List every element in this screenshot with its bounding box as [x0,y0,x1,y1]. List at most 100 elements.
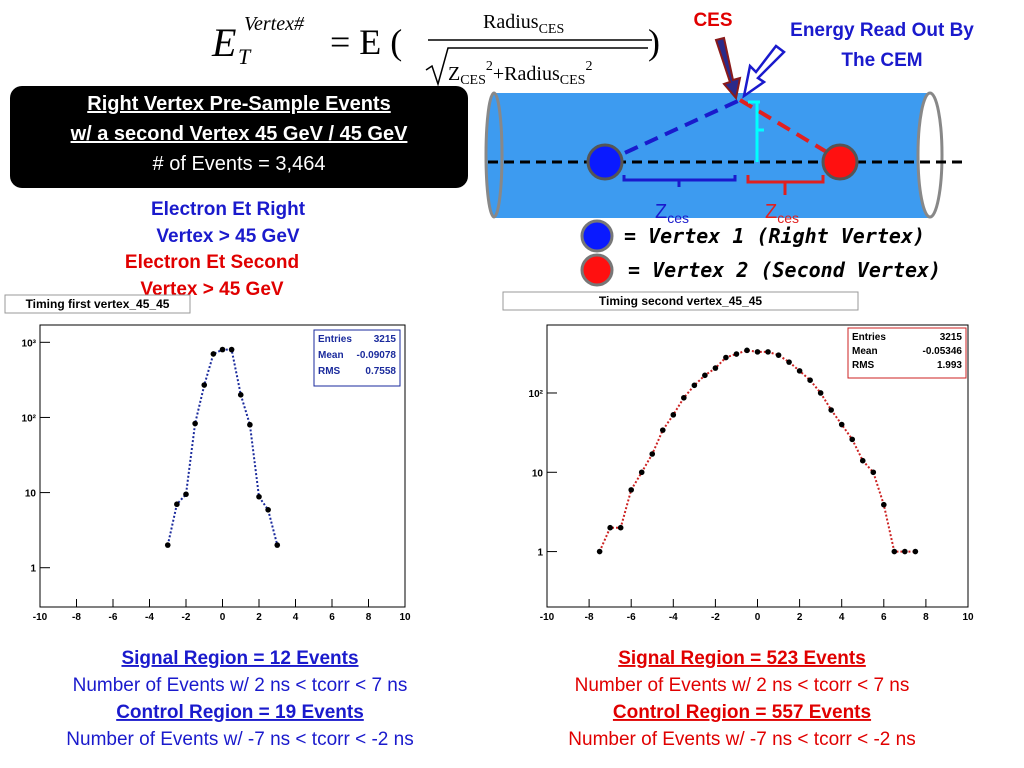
legend-text: = Vertex 1 (Right Vertex) [624,224,925,248]
x-tick-label: 6 [329,612,335,623]
y-tick-label: 1 [537,548,543,559]
formula-sub: T [238,44,252,69]
y-tick-label: 10² [22,413,37,424]
data-point [670,412,677,418]
data-point [265,506,271,513]
data-point [596,548,603,555]
data-point [649,451,656,457]
data-point [849,436,856,443]
data-point [796,368,803,374]
formula-r-sub: CES [560,73,586,88]
ces-arrow [714,36,742,101]
formula: E T Vertex# = E ( RadiusCES ZCES2+Radius… [211,11,660,88]
cem-arrow [742,44,786,99]
sqrt-sign [425,47,648,87]
data-point [912,548,919,555]
x-tick-label: 0 [220,612,226,623]
box-line: Right Vertex Pre-Sample Events [87,93,390,115]
x-tick-label: 2 [797,612,803,623]
stats-value: -0.09078 [357,350,397,361]
data-point [237,392,244,398]
data-point [723,354,729,361]
cut-text: Electron Et Right [151,199,306,220]
vertex-2 [821,143,859,181]
formula-z: Z [448,63,460,85]
vertex-1 [586,143,624,181]
formula-num-main: Radius [483,11,539,33]
y-tick-label: 10 [25,489,37,500]
x-tick-label: 10 [962,612,974,623]
x-tick-label: 0 [755,612,761,623]
note: Signal Region = 523 Events [618,648,866,669]
formula-num: RadiusCES [483,11,564,37]
formula-plus: +Radius [493,63,560,85]
formula-z-sub: CES [460,73,486,88]
stats-label: Mean [318,350,344,361]
data-point [183,491,189,498]
legend-text: = Vertex 2 (Second Vertex) [628,258,941,282]
x-tick-label: 10 [399,612,411,623]
title-box [502,291,859,311]
data-point [838,421,845,428]
data-point [817,390,824,396]
title-box [4,294,191,314]
box-line: # of Events = 3,464 [153,153,326,175]
data-point [274,542,281,548]
formula-z-sup: 2 [486,59,493,74]
stats-box [313,329,401,387]
x-tick-label: 8 [923,612,929,623]
data-point [628,487,634,493]
stats-label: RMS [318,366,341,377]
chart-title: Timing first vertex_45_45 [26,297,170,311]
data-point [902,548,908,555]
x-tick-label: -10 [33,612,48,623]
stats-value: -0.05346 [923,346,963,357]
bracket [746,175,825,195]
formula-e: E [211,20,236,65]
data-point [681,394,687,401]
bracket [622,175,737,187]
data-point [712,365,719,371]
data-point [828,407,834,413]
data-point [733,351,740,357]
data-point [891,548,898,555]
cut-text: Vertex > 45 GeV [156,226,299,247]
formula-den: ZCES2+RadiusCES2 [448,59,592,88]
data-point [807,377,813,383]
stats-label: Entries [318,334,352,345]
data-point [744,347,750,354]
stats-value: 3215 [374,334,397,345]
x-tick-label: -4 [669,612,678,623]
stats-value: 1.993 [937,360,962,371]
formula-r-sup: 2 [585,59,592,74]
data-point [201,382,208,388]
data-point [228,346,235,353]
stats-value: 3215 [940,332,963,343]
data-point [607,524,613,531]
note: Number of Events w/ 2 ns < tcorr < 7 ns [575,675,910,696]
ces-label: CES [693,10,732,31]
data-point [617,524,624,531]
x-tick-label: 8 [366,612,372,623]
y-tick-label: 10³ [22,338,37,349]
x-tick-label: -2 [711,612,720,623]
legend-swatch [580,219,614,253]
data-point [247,421,253,428]
data-point [775,352,782,358]
x-tick-label: -4 [145,612,154,623]
stats-value: 0.7558 [365,366,396,377]
x-tick-label: -8 [72,612,81,623]
formula-sup: Vertex# [244,13,305,35]
info-box [10,86,468,188]
x-tick-label: -10 [540,612,555,623]
data-point [659,427,666,433]
cem-label: Energy Read Out By [790,20,974,41]
data-point [786,359,792,365]
formula-close: ) [648,22,660,62]
stats-label: RMS [852,360,875,371]
box-line: w/ a second Vertex 45 GeV / 45 GeV [70,123,409,145]
chart-title: Timing second vertex_45_45 [599,294,763,308]
zces-main: Z [765,201,777,223]
y-tick-label: 10 [532,468,544,479]
